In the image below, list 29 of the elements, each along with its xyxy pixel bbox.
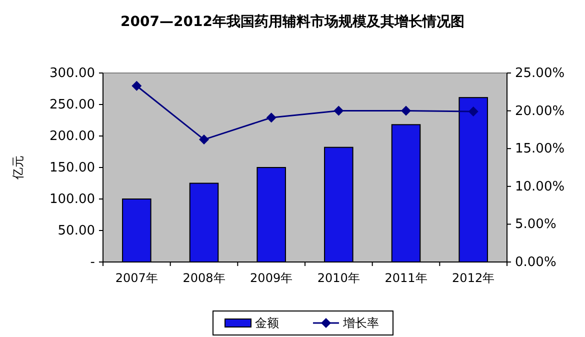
point	[401, 106, 411, 116]
x-tick-label: 2010年	[317, 271, 360, 285]
x-tick-label: 2012年	[452, 271, 495, 285]
y-tick-label: 100.00	[50, 192, 95, 207]
y-tick-label: 150.00	[50, 160, 95, 176]
y2-tick-label: 0.00%	[515, 255, 556, 270]
point	[334, 106, 344, 116]
y-tick-label: 50.00	[58, 224, 95, 238]
point	[468, 106, 478, 117]
y2-tick-label: 20.00%	[515, 104, 565, 119]
y-tick-label: -	[90, 255, 96, 270]
legend-label: 增长率	[342, 316, 379, 330]
y-tick-label: 200.00	[50, 129, 95, 144]
x-tick-label: 2007年	[115, 271, 158, 285]
point	[199, 134, 209, 145]
x-tick-label: 2008年	[182, 271, 226, 285]
y2-tick-label: 15.00%	[515, 142, 565, 157]
point	[132, 80, 142, 91]
x-tick-label: 2011年	[384, 271, 428, 285]
y2-tick-label: 25.00%	[515, 66, 565, 81]
point	[266, 112, 276, 123]
y2-tick-label: 5.00%	[515, 217, 556, 232]
legend-label: 金额	[255, 316, 279, 330]
y2-tick-label: 10.00%	[515, 179, 565, 194]
x-tick-label: 2009年	[250, 271, 293, 285]
y-tick-label: 250.00	[50, 98, 95, 112]
chart-title: 2007—2012年我国药用辅料市场规模及其增长情况图	[120, 13, 464, 30]
y-tick-label: 300.00	[50, 66, 95, 81]
y-axis-title: 亿元	[11, 156, 25, 180]
